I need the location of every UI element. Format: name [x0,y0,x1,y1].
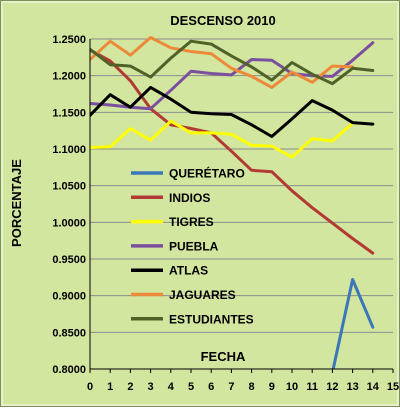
x-tick-label: 7 [228,381,234,393]
x-tick-label: 15 [387,381,399,393]
y-tick-label: 1.2500 [52,34,86,46]
y-tick-label: 1.0500 [52,181,86,193]
x-axis-title: FECHA [201,349,246,364]
x-tick-label: 13 [346,381,358,393]
x-tick-label: 6 [208,381,214,393]
x-tick-label: 5 [188,381,194,393]
x-tick-label: 11 [306,381,318,393]
y-tick-label: 0.9000 [52,291,86,303]
x-tick-label: 3 [148,381,154,393]
legend-label-jaguares: JAGUARES [169,288,236,302]
series-line-tigres [90,119,355,159]
x-tick-label: 10 [286,381,298,393]
y-tick-label: 1.0000 [52,217,86,229]
y-tick-label: 1.2000 [52,71,86,83]
chart-title: DESCENSO 2010 [170,13,276,28]
series-line-queretaro [331,278,375,369]
y-tick-label: 0.8500 [52,327,86,339]
legend-label-puebla: PUEBLA [169,239,219,253]
series-lines [90,36,375,369]
axes: 0.8000 0.8500 0.9000 0.9500 1.0000 1.0500 1.10… [52,34,399,393]
legend-label-queretaro: QUERÉTARO [169,166,245,181]
y-tick-label: 0.8000 [52,364,86,376]
legend: QUERÉTARO INDIOS TIGRES PUEBLA ATLAS JAGUARES… [131,166,254,326]
series-line-atlas [90,85,375,138]
x-tick-label: 4 [168,381,175,393]
series-line-estudiantes [90,39,375,86]
x-tick-label: 9 [269,381,275,393]
x-tick-label: 8 [249,381,255,393]
x-tick-label: 14 [367,381,380,393]
x-tick-label: 12 [326,381,338,393]
legend-label-estudiantes: ESTUDIANTES [169,312,254,326]
legend-label-atlas: ATLAS [169,264,208,278]
series-line-puebla [90,41,375,111]
series-line-jaguares [90,36,355,89]
y-tick-label: 1.1000 [52,144,86,156]
legend-label-indios: INDIOS [169,191,210,205]
y-axis-title: PORCENTAJE [9,159,24,247]
y-tick-label: 1.1500 [52,107,86,119]
y-tick-label: 0.9500 [52,254,86,266]
x-tick-label: 0 [87,381,93,393]
x-tick-label: 1 [107,381,113,393]
x-tick-label: 2 [127,381,133,393]
legend-label-tigres: TIGRES [169,215,214,229]
series-line-indios [90,48,375,255]
